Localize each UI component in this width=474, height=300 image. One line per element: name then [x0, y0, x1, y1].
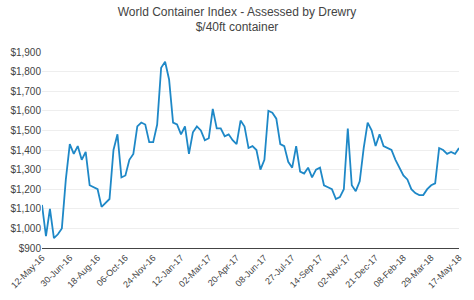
svg-text:$1,300: $1,300 [10, 164, 41, 175]
svg-text:$1,100: $1,100 [10, 203, 41, 214]
svg-text:World Container Index - Assess: World Container Index - Assessed by Drew… [118, 5, 357, 35]
svg-text:$1,000: $1,000 [10, 223, 41, 234]
svg-text:30-Jun-16: 30-Jun-16 [39, 253, 75, 289]
svg-text:$1,600: $1,600 [10, 105, 41, 116]
svg-text:$1,200: $1,200 [10, 184, 41, 195]
svg-text:12-Jan-17: 12-Jan-17 [150, 253, 186, 289]
svg-text:17-May-18: 17-May-18 [426, 253, 463, 290]
svg-text:02-Nov-17: 02-Nov-17 [316, 253, 353, 290]
svg-text:$1,400: $1,400 [10, 145, 41, 156]
svg-text:20-Apr-17: 20-Apr-17 [206, 253, 241, 288]
svg-text:18-Aug-16: 18-Aug-16 [65, 253, 102, 290]
svg-text:21-Dec-17: 21-Dec-17 [343, 253, 380, 290]
svg-text:27-Jul-17: 27-Jul-17 [263, 253, 297, 287]
svg-text:$1,500: $1,500 [10, 125, 41, 136]
svg-text:02-Mar-17: 02-Mar-17 [177, 253, 213, 289]
svg-text:$1,900: $1,900 [10, 47, 41, 58]
svg-text:29-Mar-18: 29-Mar-18 [399, 253, 435, 289]
svg-text:08-Jun-17: 08-Jun-17 [233, 253, 269, 289]
svg-text:24-Nov-16: 24-Nov-16 [121, 253, 158, 290]
svg-text:14-Sep-17: 14-Sep-17 [288, 253, 325, 290]
svg-text:$1,700: $1,700 [10, 86, 41, 97]
svg-text:$900: $900 [19, 243, 42, 254]
svg-text:06-Oct-16: 06-Oct-16 [95, 253, 130, 288]
svg-text:$1,800: $1,800 [10, 66, 41, 77]
svg-text:12-May-16: 12-May-16 [9, 253, 46, 290]
svg-text:08-Feb-18: 08-Feb-18 [372, 253, 408, 289]
